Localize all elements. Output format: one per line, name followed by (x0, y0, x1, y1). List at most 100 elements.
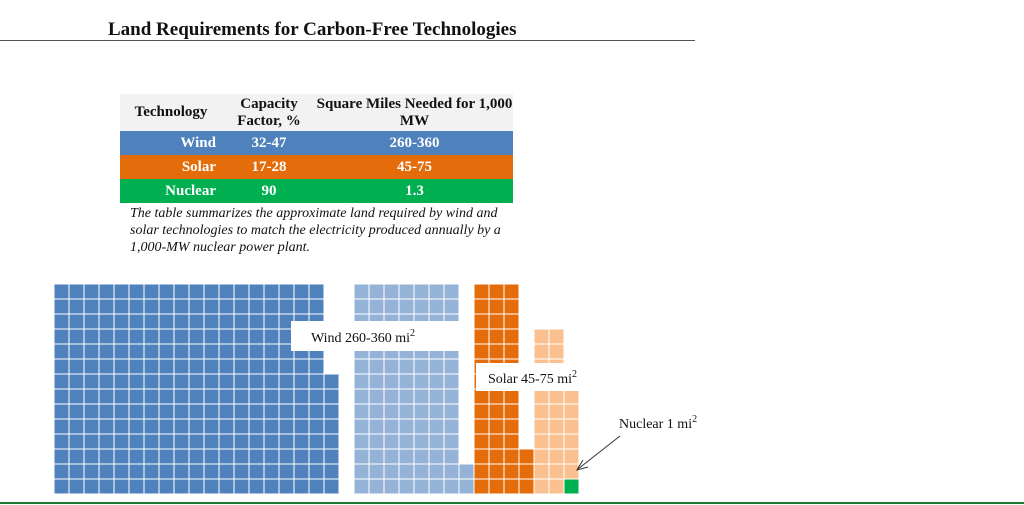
wind-min-square (128, 343, 145, 360)
solar-min-square (518, 478, 535, 495)
wind-extra-square (413, 388, 430, 405)
solar-extra-square (533, 403, 550, 420)
wind-min-square (53, 298, 70, 315)
cell-square-miles: 1.3 (316, 179, 513, 203)
wind-min-square (203, 388, 220, 405)
wind-min-square (128, 433, 145, 450)
wind-min-square (173, 358, 190, 375)
wind-min-square (143, 448, 160, 465)
wind-min-square (98, 433, 115, 450)
wind-min-square (98, 343, 115, 360)
solar-label-box (476, 363, 588, 391)
wind-min-square (308, 403, 325, 420)
wind-min-square (113, 418, 130, 435)
solar-extra-square (533, 478, 550, 495)
wind-min-square (143, 328, 160, 345)
wind-min-square (83, 373, 100, 390)
wind-min-square (233, 463, 250, 480)
wind-min-square (113, 283, 130, 300)
solar-min-square (473, 283, 490, 300)
wind-extra-square (443, 283, 460, 300)
wind-min-square (278, 358, 295, 375)
wind-min-square (128, 328, 145, 345)
solar-extra-square (548, 448, 565, 465)
wind-min-square (188, 358, 205, 375)
wind-extra-square (428, 448, 445, 465)
wind-min-square (53, 313, 70, 330)
wind-extra-square (383, 298, 400, 315)
wind-extra-square (443, 373, 460, 390)
wind-extra-square (443, 463, 460, 480)
wind-min-square (263, 448, 280, 465)
solar-extra-square (548, 463, 565, 480)
solar-extra-square (533, 433, 550, 450)
wind-extra-square (383, 403, 400, 420)
cell-technology: Solar (120, 155, 222, 179)
solar-extra-square (548, 418, 565, 435)
header-capacity-factor: Capacity Factor, % (222, 94, 316, 131)
wind-min-square (158, 478, 175, 495)
wind-min-square (128, 373, 145, 390)
wind-extra-square (398, 448, 415, 465)
wind-min-square (173, 283, 190, 300)
wind-extra-square (443, 433, 460, 450)
wind-extra-square (353, 283, 370, 300)
wind-extra-square (428, 373, 445, 390)
wind-min-square (323, 388, 340, 405)
wind-extra-square (443, 448, 460, 465)
wind-extra-square (353, 388, 370, 405)
wind-extra-square (428, 478, 445, 495)
wind-min-square (113, 298, 130, 315)
wind-min-square (218, 328, 235, 345)
header-square-miles: Square Miles Needed for 1,000 MW (316, 94, 513, 131)
wind-extra-square (428, 433, 445, 450)
table-row-nuclear: Nuclear 90 1.3 (120, 179, 513, 203)
wind-min-square (323, 448, 340, 465)
wind-min-square (233, 358, 250, 375)
wind-extra-square (443, 298, 460, 315)
wind-min-square (98, 388, 115, 405)
wind-min-square (68, 418, 85, 435)
solar-min-square (473, 478, 490, 495)
wind-min-square (308, 283, 325, 300)
wind-min-square (218, 388, 235, 405)
wind-min-square (323, 418, 340, 435)
wind-min-square (83, 298, 100, 315)
wind-min-square (278, 298, 295, 315)
wind-min-square (218, 463, 235, 480)
wind-min-square (158, 388, 175, 405)
wind-min-square (113, 313, 130, 330)
wind-min-square (113, 448, 130, 465)
wind-min-square (173, 343, 190, 360)
solar-extra-square (533, 418, 550, 435)
wind-extra-square (443, 358, 460, 375)
wind-min-square (68, 328, 85, 345)
wind-min-square (263, 373, 280, 390)
table-caption: The table summarizes the approximate lan… (130, 206, 501, 255)
wind-min-square (248, 328, 265, 345)
solar-min-square (473, 343, 490, 360)
wind-min-square (53, 418, 70, 435)
wind-min-square (113, 343, 130, 360)
wind-min-square (173, 388, 190, 405)
wind-min-square (188, 433, 205, 450)
solar-extra-square (548, 328, 565, 345)
solar-min-square (488, 403, 505, 420)
wind-min-square (248, 448, 265, 465)
solar-min-square (488, 298, 505, 315)
wind-extra-square (383, 283, 400, 300)
cell-technology: Nuclear (120, 179, 222, 203)
wind-min-square (53, 388, 70, 405)
wind-min-square (203, 463, 220, 480)
wind-min-square (203, 328, 220, 345)
wind-min-square (218, 478, 235, 495)
wind-min-square (248, 313, 265, 330)
wind-min-square (233, 448, 250, 465)
cell-capacity-factor: 17-28 (222, 155, 316, 179)
wind-min-square (98, 463, 115, 480)
wind-min-square (278, 388, 295, 405)
wind-min-square (128, 313, 145, 330)
wind-min-square (53, 433, 70, 450)
wind-min-square (233, 403, 250, 420)
wind-extra-square (368, 298, 385, 315)
